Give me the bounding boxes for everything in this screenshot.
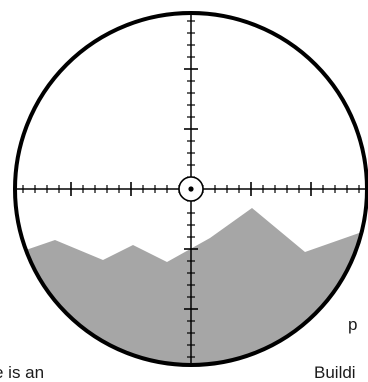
clipped-text-fragment-right-bottom: Buildi <box>314 363 356 382</box>
crosshair-center-dot-icon <box>188 186 194 192</box>
clipped-text-fragment-left: e is an <box>0 363 45 382</box>
scope-reticle-diagram <box>13 11 368 367</box>
scope-rim <box>13 11 368 367</box>
clipped-text-fragment-right-middle: p <box>348 315 358 334</box>
